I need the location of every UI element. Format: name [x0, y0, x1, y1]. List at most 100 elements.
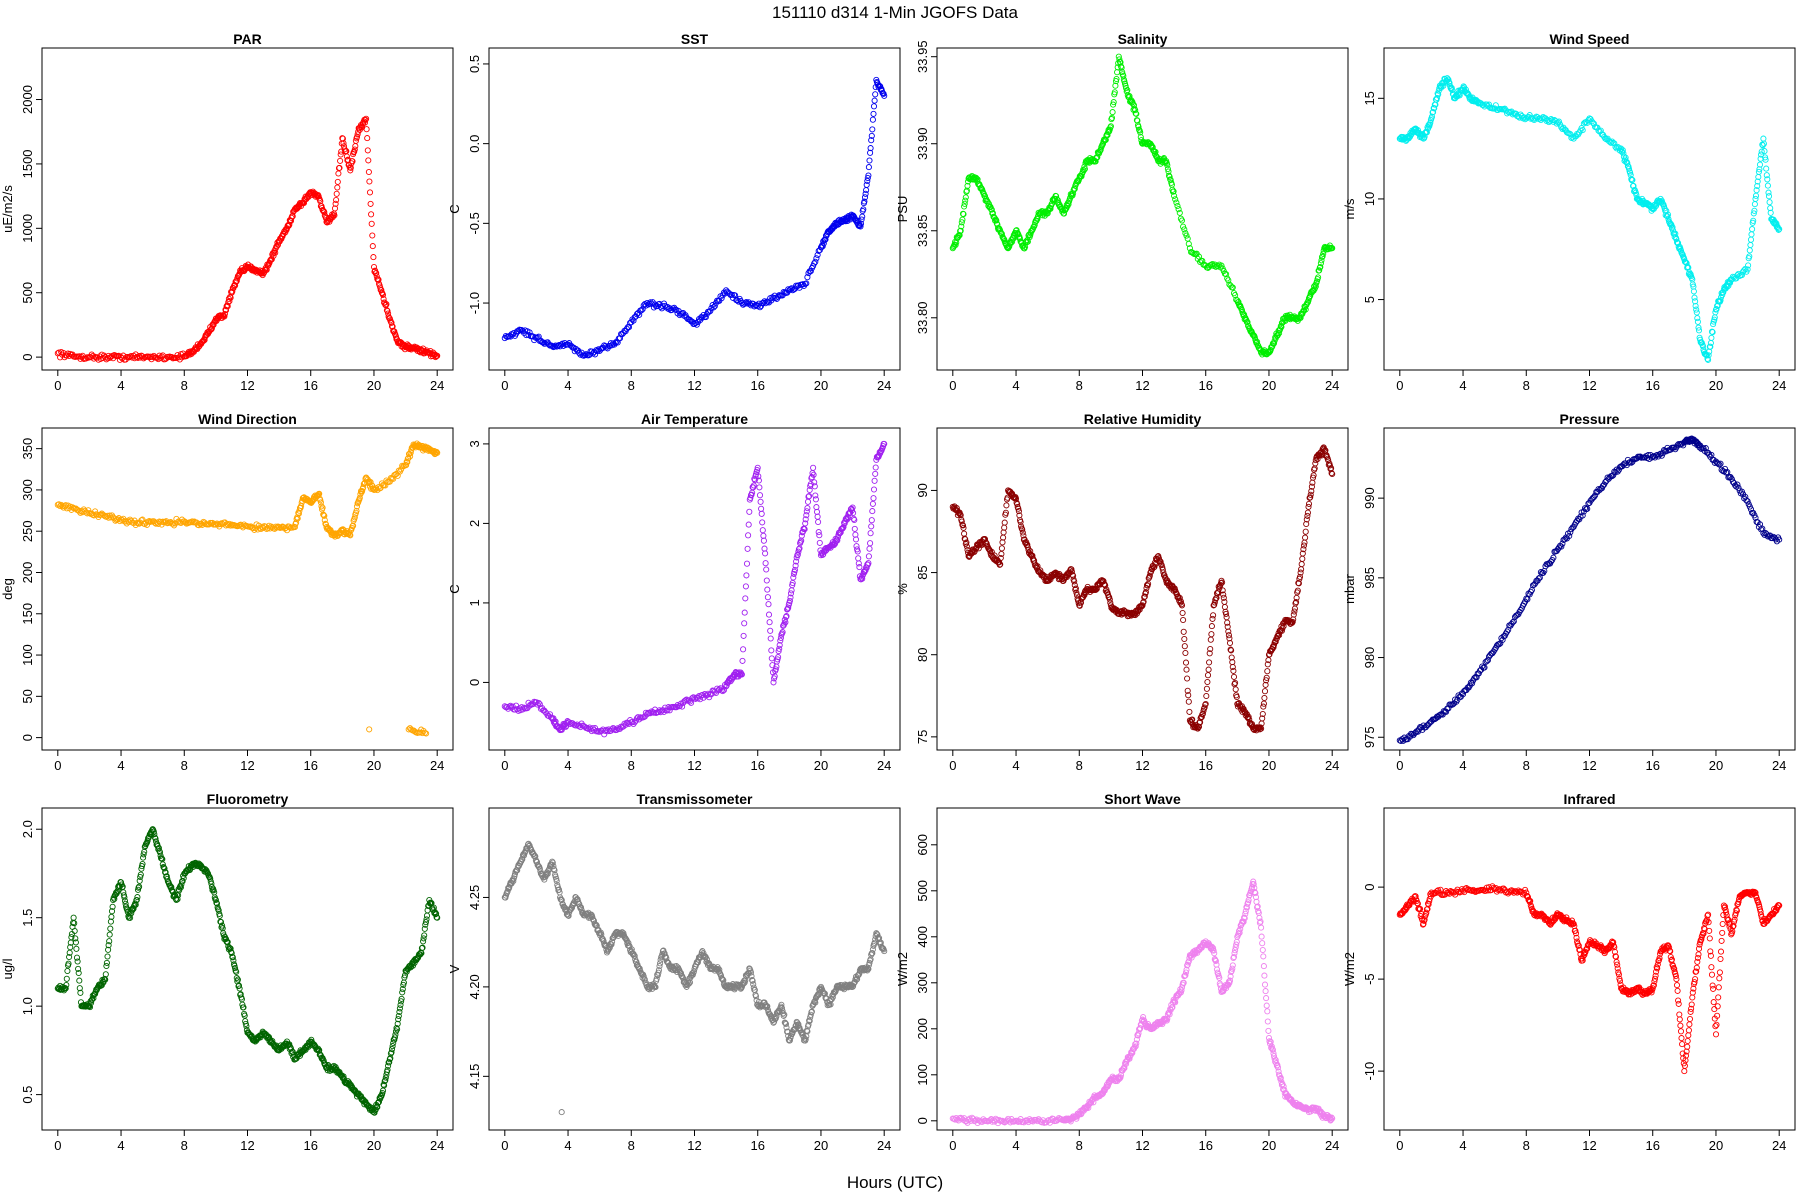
points-salinity	[949, 53, 1336, 358]
data-point	[804, 498, 812, 505]
data-point	[1751, 201, 1758, 208]
data-point	[1748, 231, 1755, 238]
x-tick-label: 12	[240, 1138, 254, 1153]
y-tick-label: 15	[1362, 91, 1377, 105]
data-point	[1185, 240, 1192, 247]
data-point	[1208, 623, 1215, 630]
data-point	[363, 126, 370, 133]
data-point	[766, 619, 773, 626]
data-point	[1619, 147, 1626, 154]
data-point	[368, 220, 375, 227]
data-point	[1210, 612, 1217, 619]
x-tick-label: 8	[181, 1138, 188, 1153]
x-tick-label: 16	[750, 758, 764, 773]
data-point	[1114, 64, 1121, 71]
data-point	[335, 170, 342, 177]
x-tick-label: 8	[181, 378, 188, 393]
y-axis-label-salinity: PSU	[895, 196, 910, 223]
data-point	[856, 564, 863, 571]
data-point	[581, 351, 589, 359]
data-point	[1207, 636, 1214, 643]
data-point	[370, 254, 377, 261]
data-point	[1112, 82, 1119, 89]
data-point	[1431, 105, 1438, 112]
data-point	[321, 209, 328, 216]
y-tick-label: 1000	[20, 214, 35, 243]
x-tick-label: 12	[240, 758, 254, 773]
data-point	[998, 545, 1005, 552]
data-point	[758, 505, 765, 512]
data-point	[434, 352, 441, 359]
data-point	[358, 123, 365, 130]
data-point	[812, 496, 819, 503]
y-tick-label: 5	[1362, 296, 1377, 303]
data-point	[813, 255, 820, 262]
data-point	[1232, 686, 1239, 693]
x-tick-label: 24	[1325, 758, 1339, 773]
data-point	[1133, 110, 1140, 117]
data-point	[1134, 117, 1141, 124]
data-point	[388, 319, 395, 326]
data-point	[803, 280, 810, 287]
data-point	[1183, 232, 1190, 239]
data-point	[432, 354, 439, 361]
data-point	[1763, 165, 1770, 172]
x-tick-label: 12	[1582, 758, 1596, 773]
data-point	[659, 303, 666, 310]
data-point	[1048, 201, 1055, 208]
data-point	[804, 274, 811, 281]
data-point	[728, 291, 735, 298]
x-tick-label: 12	[1582, 378, 1596, 393]
y-tick-label: 3	[467, 440, 482, 447]
y-tick-label: 90	[915, 483, 930, 497]
data-point	[233, 278, 240, 285]
y-tick-label: 1.5	[20, 909, 35, 927]
data-point	[1315, 274, 1322, 281]
data-point	[759, 527, 766, 534]
data-point	[1114, 69, 1121, 76]
data-point	[1179, 609, 1186, 617]
data-point	[869, 126, 876, 133]
data-point	[1136, 126, 1143, 133]
data-point	[1183, 666, 1190, 673]
data-point	[502, 332, 509, 340]
data-point	[350, 149, 357, 156]
data-point	[764, 594, 771, 601]
data-point	[763, 566, 770, 573]
data-point	[868, 137, 875, 144]
data-point	[1120, 72, 1127, 79]
data-point	[384, 307, 391, 315]
data-point	[871, 477, 878, 484]
points-sst	[501, 76, 888, 359]
data-point	[1618, 145, 1625, 152]
data-point	[1225, 277, 1232, 284]
data-point	[760, 532, 767, 539]
data-point	[870, 486, 878, 493]
x-tick-label: 24	[1772, 378, 1786, 393]
y-tick-label: 33.80	[915, 302, 930, 335]
data-point	[336, 164, 343, 171]
data-point	[964, 182, 971, 189]
data-point	[1244, 319, 1251, 326]
data-point	[274, 241, 282, 248]
data-point	[993, 217, 1000, 224]
data-point	[549, 343, 556, 350]
data-point	[272, 249, 279, 256]
data-point	[746, 508, 753, 515]
y-tick-label: 150	[20, 603, 35, 625]
data-point	[373, 273, 380, 280]
data-point	[1298, 561, 1305, 568]
data-point	[423, 912, 431, 919]
data-point	[881, 92, 888, 99]
data-point	[1181, 635, 1188, 643]
x-tick-label: 0	[1396, 378, 1403, 393]
points-wind-speed	[1396, 75, 1783, 363]
data-point	[1549, 117, 1556, 124]
x-tick-label: 24	[430, 378, 444, 393]
y-tick-label: 200	[20, 562, 35, 584]
x-tick-label: 16	[303, 378, 317, 393]
data-point	[812, 258, 819, 265]
data-point	[343, 153, 350, 160]
